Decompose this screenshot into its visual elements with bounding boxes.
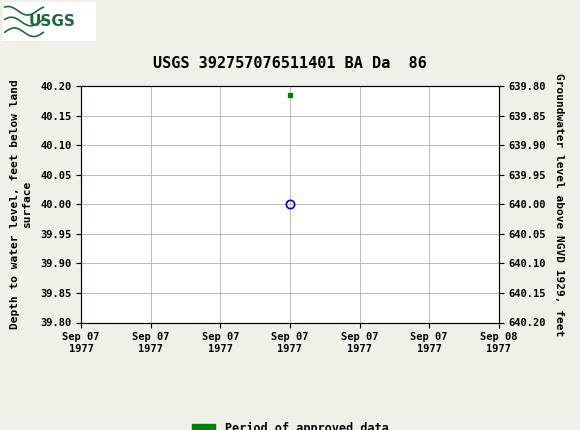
Legend: Period of approved data: Period of approved data — [187, 417, 393, 430]
Text: USGS 392757076511401 BA Da  86: USGS 392757076511401 BA Da 86 — [153, 56, 427, 71]
Y-axis label: Depth to water level, feet below land
surface: Depth to water level, feet below land su… — [10, 80, 32, 329]
Text: USGS: USGS — [29, 14, 75, 29]
Y-axis label: Groundwater level above NGVD 1929, feet: Groundwater level above NGVD 1929, feet — [554, 73, 564, 336]
Bar — [3, 2, 96, 41]
